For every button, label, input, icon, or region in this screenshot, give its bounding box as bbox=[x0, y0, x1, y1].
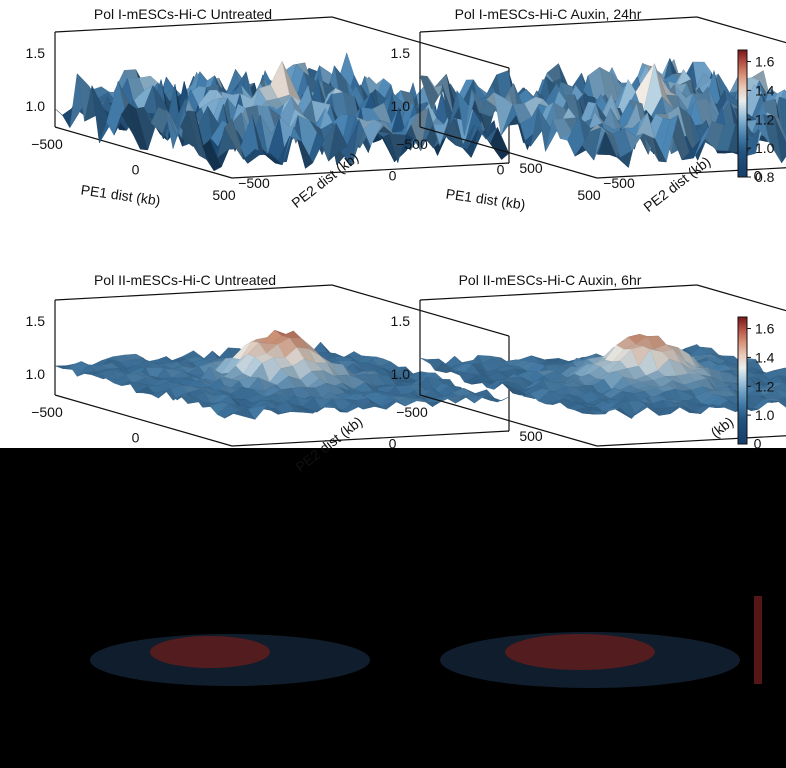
x-tick-label: −500 bbox=[396, 404, 428, 420]
x-axis-line bbox=[54, 394, 233, 447]
surface-facet bbox=[224, 411, 244, 419]
y-tick-label: 500 bbox=[519, 428, 543, 444]
colorbar-tick-label: 1.2 bbox=[755, 378, 775, 394]
x-tick-label: −500 bbox=[396, 136, 428, 152]
surface-plot-pol1-auxin-24hr: Pol I-mESCs-Hi-C Auxin, 24hr −5000500−50… bbox=[391, 6, 786, 215]
x-axis-label: PE1 dist (kb) bbox=[80, 182, 162, 209]
x-tick-label: −500 bbox=[31, 404, 63, 420]
x-tick-label: 0 bbox=[132, 162, 140, 178]
surface-facet bbox=[589, 409, 609, 415]
y-axis-label: PE2 dist (kb) bbox=[288, 149, 361, 211]
z-tick-label: 1.0 bbox=[26, 366, 46, 382]
z-tick-label: 1.0 bbox=[391, 366, 411, 382]
box-edge-line bbox=[54, 284, 333, 301]
colorbar-tick-label: 1.6 bbox=[755, 321, 775, 337]
x-axis-line bbox=[419, 126, 598, 179]
z-tick-label: 1.5 bbox=[391, 45, 411, 61]
z-tick-label: 1.5 bbox=[391, 313, 411, 329]
y-axis-line bbox=[596, 167, 786, 179]
surface-plot-pol2-auxin-6hr: Pol II-mESCs-Hi-C Auxin, 6hr −500 0 500 1.0… bbox=[391, 272, 786, 452]
faded-surface-artifacts bbox=[90, 596, 762, 688]
colorbar-tick-label: 1.6 bbox=[755, 54, 775, 70]
surface-mesh bbox=[54, 52, 510, 172]
colorbar-top: 1.6 1.4 1.2 1.0 0.8 bbox=[737, 49, 775, 185]
x-axis-label: PE1 dist (kb) bbox=[445, 186, 527, 213]
colorbar-tick-label: 1.0 bbox=[755, 140, 775, 156]
z-tick-label: 1.5 bbox=[26, 313, 46, 329]
x-tick-label: 500 bbox=[212, 187, 236, 203]
surface-facet bbox=[224, 118, 244, 160]
surface-facet bbox=[782, 395, 786, 399]
y-tick-label: 500 bbox=[519, 160, 543, 176]
x-axis-line bbox=[54, 126, 233, 179]
y-axis-line bbox=[231, 162, 510, 179]
z-tick-label: 1.5 bbox=[26, 45, 46, 61]
box-edge-line bbox=[419, 16, 698, 33]
x-tick-label: 0 bbox=[497, 162, 505, 178]
surface-mesh bbox=[54, 329, 510, 420]
axes-box bbox=[54, 16, 510, 179]
plot-title: Pol II-mESCs-Hi-C Auxin, 6hr bbox=[459, 272, 642, 288]
axis-ticks: −500 0 500 1.0 1.5 bbox=[391, 313, 762, 452]
x-axis-line bbox=[419, 394, 598, 447]
colorbar-gradient bbox=[737, 49, 748, 178]
x-tick-label: 500 bbox=[577, 187, 601, 203]
y-axis-line bbox=[596, 435, 786, 447]
colorbar-gradient bbox=[737, 316, 748, 445]
colorbar-tick-label: 0.8 bbox=[755, 169, 775, 185]
y-tick-label: 0 bbox=[389, 436, 397, 452]
plot-title: Pol II-mESCs-Hi-C Untreated bbox=[94, 272, 276, 288]
box-edge-line bbox=[419, 284, 698, 301]
faded-surface-blob bbox=[150, 636, 270, 668]
surface-mesh bbox=[419, 57, 786, 169]
y-axis-line bbox=[231, 430, 510, 447]
colorbar-tick-label: 1.0 bbox=[755, 407, 775, 423]
y-tick-label: −500 bbox=[238, 175, 270, 191]
x-tick-label: 0 bbox=[132, 430, 140, 446]
faded-colorbar bbox=[754, 596, 762, 684]
surface-facet bbox=[589, 123, 609, 135]
y-tick-label: 0 bbox=[754, 436, 762, 452]
y-tick-label: 0 bbox=[389, 168, 397, 184]
y-tick-label: 0 bbox=[754, 168, 762, 184]
plot-title: Pol I-mESCs-Hi-C Untreated bbox=[94, 6, 272, 22]
plot-title: Pol I-mESCs-Hi-C Auxin, 24hr bbox=[455, 6, 642, 22]
y-axis-label: PE2 dist (kb) bbox=[640, 153, 713, 215]
box-edge-line bbox=[54, 16, 333, 33]
colorbar-tick-label: 1.4 bbox=[755, 349, 775, 365]
faded-surface-blob bbox=[505, 634, 655, 670]
axis-ticks: −500 0 0 500 1.0 1.5 bbox=[26, 313, 543, 451]
z-tick-label: 1.0 bbox=[391, 98, 411, 114]
colorbar-bottom: 1.6 1.4 1.2 1.0 bbox=[737, 316, 775, 445]
surface-mesh bbox=[419, 333, 786, 419]
y-axis-label: PE2 dist (kb) bbox=[292, 413, 365, 475]
x-tick-label: −500 bbox=[31, 136, 63, 152]
colorbar-tick-label: 1.4 bbox=[755, 82, 775, 98]
y-axis-label: (kb) bbox=[707, 413, 736, 440]
colorbar-tick-label: 1.2 bbox=[755, 111, 775, 127]
z-tick-label: 1.0 bbox=[26, 98, 46, 114]
y-tick-label: −500 bbox=[603, 175, 635, 191]
